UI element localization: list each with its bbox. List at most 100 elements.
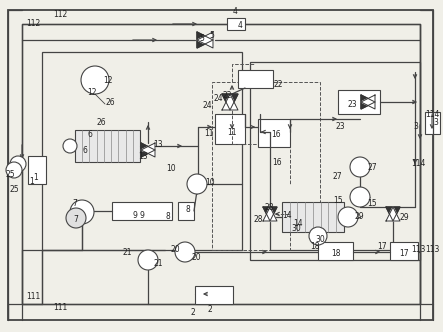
Polygon shape: [197, 32, 213, 48]
Text: 30: 30: [315, 235, 325, 244]
Text: 30: 30: [291, 224, 301, 233]
Text: 26: 26: [105, 98, 115, 107]
Bar: [75, 130, 140, 162]
Text: 13: 13: [138, 151, 148, 161]
Text: 20: 20: [191, 253, 201, 262]
Text: 7: 7: [72, 199, 77, 208]
Bar: [215, 114, 245, 144]
Bar: [178, 202, 194, 220]
Circle shape: [175, 242, 195, 262]
Text: 113: 113: [412, 245, 426, 254]
Polygon shape: [386, 207, 400, 221]
Bar: [42, 52, 242, 250]
Text: 111: 111: [26, 291, 40, 301]
Text: 17: 17: [377, 242, 387, 251]
Text: 2: 2: [208, 305, 212, 314]
Text: 114: 114: [412, 159, 426, 168]
Text: 28: 28: [264, 203, 274, 212]
Text: 111: 111: [53, 302, 67, 311]
Text: 6: 6: [88, 129, 93, 138]
Text: 4: 4: [237, 21, 242, 30]
Text: 18: 18: [331, 250, 341, 259]
Bar: [258, 119, 290, 147]
Text: 20: 20: [170, 245, 180, 254]
Bar: [227, 18, 245, 30]
Text: 16: 16: [271, 129, 281, 138]
Text: 22: 22: [273, 79, 283, 89]
Polygon shape: [222, 94, 238, 110]
Text: 21: 21: [123, 248, 132, 258]
Text: 12: 12: [87, 88, 97, 98]
Text: 25: 25: [5, 170, 15, 179]
Text: 14: 14: [282, 210, 292, 220]
Text: 29: 29: [399, 213, 409, 222]
Text: 15: 15: [333, 196, 342, 206]
Bar: [390, 242, 418, 260]
Circle shape: [309, 227, 327, 245]
Text: 3: 3: [413, 122, 418, 131]
Text: 23: 23: [335, 122, 345, 131]
Circle shape: [138, 250, 158, 270]
Circle shape: [6, 162, 22, 178]
Circle shape: [350, 157, 370, 177]
Text: 24: 24: [213, 94, 223, 103]
Polygon shape: [141, 143, 155, 157]
Text: 29: 29: [355, 212, 365, 221]
Circle shape: [10, 156, 26, 172]
Circle shape: [187, 174, 207, 194]
Text: 10: 10: [166, 164, 175, 173]
Circle shape: [66, 208, 86, 228]
Circle shape: [63, 139, 77, 153]
Text: 27: 27: [367, 162, 377, 172]
Text: 25: 25: [9, 185, 19, 194]
Text: 16: 16: [272, 158, 282, 167]
Text: 21: 21: [153, 260, 163, 269]
Polygon shape: [263, 207, 277, 221]
Circle shape: [81, 66, 109, 94]
Circle shape: [70, 200, 94, 224]
Bar: [250, 62, 420, 260]
Text: 9: 9: [140, 211, 144, 220]
Text: 114: 114: [425, 110, 439, 119]
Text: 5: 5: [199, 34, 204, 43]
Bar: [22, 24, 420, 304]
Bar: [318, 242, 353, 260]
Text: 3: 3: [434, 118, 439, 126]
Text: 112: 112: [26, 19, 40, 29]
Polygon shape: [361, 95, 375, 109]
Polygon shape: [222, 94, 238, 110]
Circle shape: [350, 187, 370, 207]
Text: 17: 17: [399, 250, 409, 259]
Bar: [195, 286, 233, 304]
Bar: [282, 202, 344, 232]
Text: 26: 26: [96, 118, 106, 127]
Polygon shape: [263, 207, 277, 221]
Text: 4: 4: [232, 7, 237, 16]
Text: 9: 9: [132, 210, 138, 220]
Text: 113: 113: [425, 245, 439, 255]
Text: 18: 18: [311, 242, 320, 251]
Polygon shape: [197, 32, 213, 48]
Text: 23: 23: [347, 100, 357, 109]
Text: 27: 27: [333, 172, 342, 181]
Text: 1: 1: [30, 177, 34, 187]
Bar: [28, 156, 46, 184]
Text: 7: 7: [74, 215, 78, 224]
Polygon shape: [141, 143, 155, 157]
Text: 1: 1: [34, 173, 39, 182]
Text: 2: 2: [190, 308, 195, 317]
Bar: [425, 112, 440, 134]
Text: 28: 28: [253, 215, 263, 224]
Text: 12: 12: [103, 75, 113, 85]
Circle shape: [338, 207, 358, 227]
Text: 8: 8: [165, 212, 170, 221]
Text: 14: 14: [293, 219, 303, 228]
Text: 5: 5: [210, 31, 214, 40]
Text: 15: 15: [367, 200, 377, 208]
Text: 6: 6: [82, 145, 88, 155]
Text: 11: 11: [204, 129, 214, 138]
Bar: [212, 82, 320, 250]
Polygon shape: [386, 207, 400, 221]
Text: 24: 24: [202, 101, 212, 110]
Text: 13: 13: [153, 139, 163, 148]
